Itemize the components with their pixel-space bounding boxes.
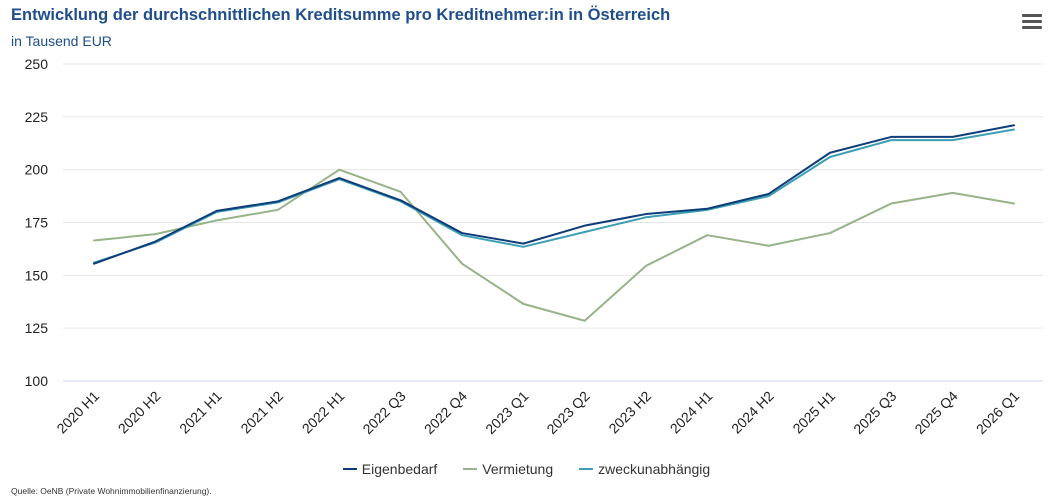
- legend-item-vermietung[interactable]: Vermietung: [463, 461, 553, 477]
- series-line-vermietung: [93, 168, 1015, 322]
- x-tick-label: 2024 H2: [728, 388, 777, 437]
- chart-subtitle: in Tausend EUR: [11, 33, 112, 49]
- y-tick-label: 200: [25, 162, 49, 178]
- x-tick-label: 2023 Q1: [482, 388, 531, 437]
- x-tick-label: 2023 Q2: [543, 388, 592, 437]
- legend-label: Eigenbedarf: [361, 461, 438, 477]
- y-tick-label: 100: [25, 373, 49, 389]
- legend-swatch: [342, 468, 357, 470]
- x-tick-label: 2021 H2: [237, 388, 286, 437]
- hamburger-menu-icon[interactable]: [1020, 12, 1044, 34]
- x-tick-label: 2022 Q3: [359, 388, 408, 437]
- x-tick-label: 2022 Q4: [421, 388, 470, 437]
- series-line-zweckunabhängig: [93, 128, 1015, 264]
- legend-item-eigenbedarf[interactable]: Eigenbedarf: [342, 461, 438, 477]
- chart-title: Entwicklung der durchschnittlichen Kredi…: [11, 6, 671, 24]
- chart-legend: Eigenbedarf Vermietung zweckunabhängig: [0, 461, 1053, 477]
- legend-item-zweckunabhängig[interactable]: zweckunabhängig: [579, 461, 710, 477]
- y-tick-label: 125: [25, 320, 49, 336]
- y-tick-label: 175: [25, 215, 49, 231]
- x-tick-label: 2021 H1: [176, 388, 225, 437]
- y-tick-label: 250: [25, 56, 49, 72]
- menu-bar: [1022, 26, 1042, 29]
- menu-bar: [1022, 20, 1042, 23]
- legend-swatch: [579, 468, 594, 470]
- y-tick-label: 150: [25, 267, 49, 283]
- x-tick-label: 2025 H1: [789, 388, 838, 437]
- legend-label: Vermietung: [482, 461, 554, 477]
- x-tick-label: 2022 H1: [299, 388, 348, 437]
- x-tick-label: 2020 H1: [53, 388, 102, 437]
- series-line-eigenbedarf: [93, 124, 1015, 265]
- x-tick-label: 2025 Q4: [911, 388, 960, 437]
- y-tick-label: 225: [25, 109, 49, 125]
- x-tick-label: 2025 Q3: [850, 388, 899, 437]
- menu-bar: [1022, 14, 1042, 17]
- source-note: Quelle: OeNB (Private Wohnimmobilienfina…: [11, 486, 212, 496]
- x-tick-label: 2024 H1: [667, 388, 716, 437]
- x-tick-label: 2023 H2: [605, 388, 654, 437]
- x-tick-label: 2026 Q1: [973, 388, 1022, 437]
- legend-label: zweckunabhängig: [598, 461, 711, 477]
- x-tick-label: 2020 H2: [115, 388, 164, 437]
- legend-swatch: [463, 468, 478, 470]
